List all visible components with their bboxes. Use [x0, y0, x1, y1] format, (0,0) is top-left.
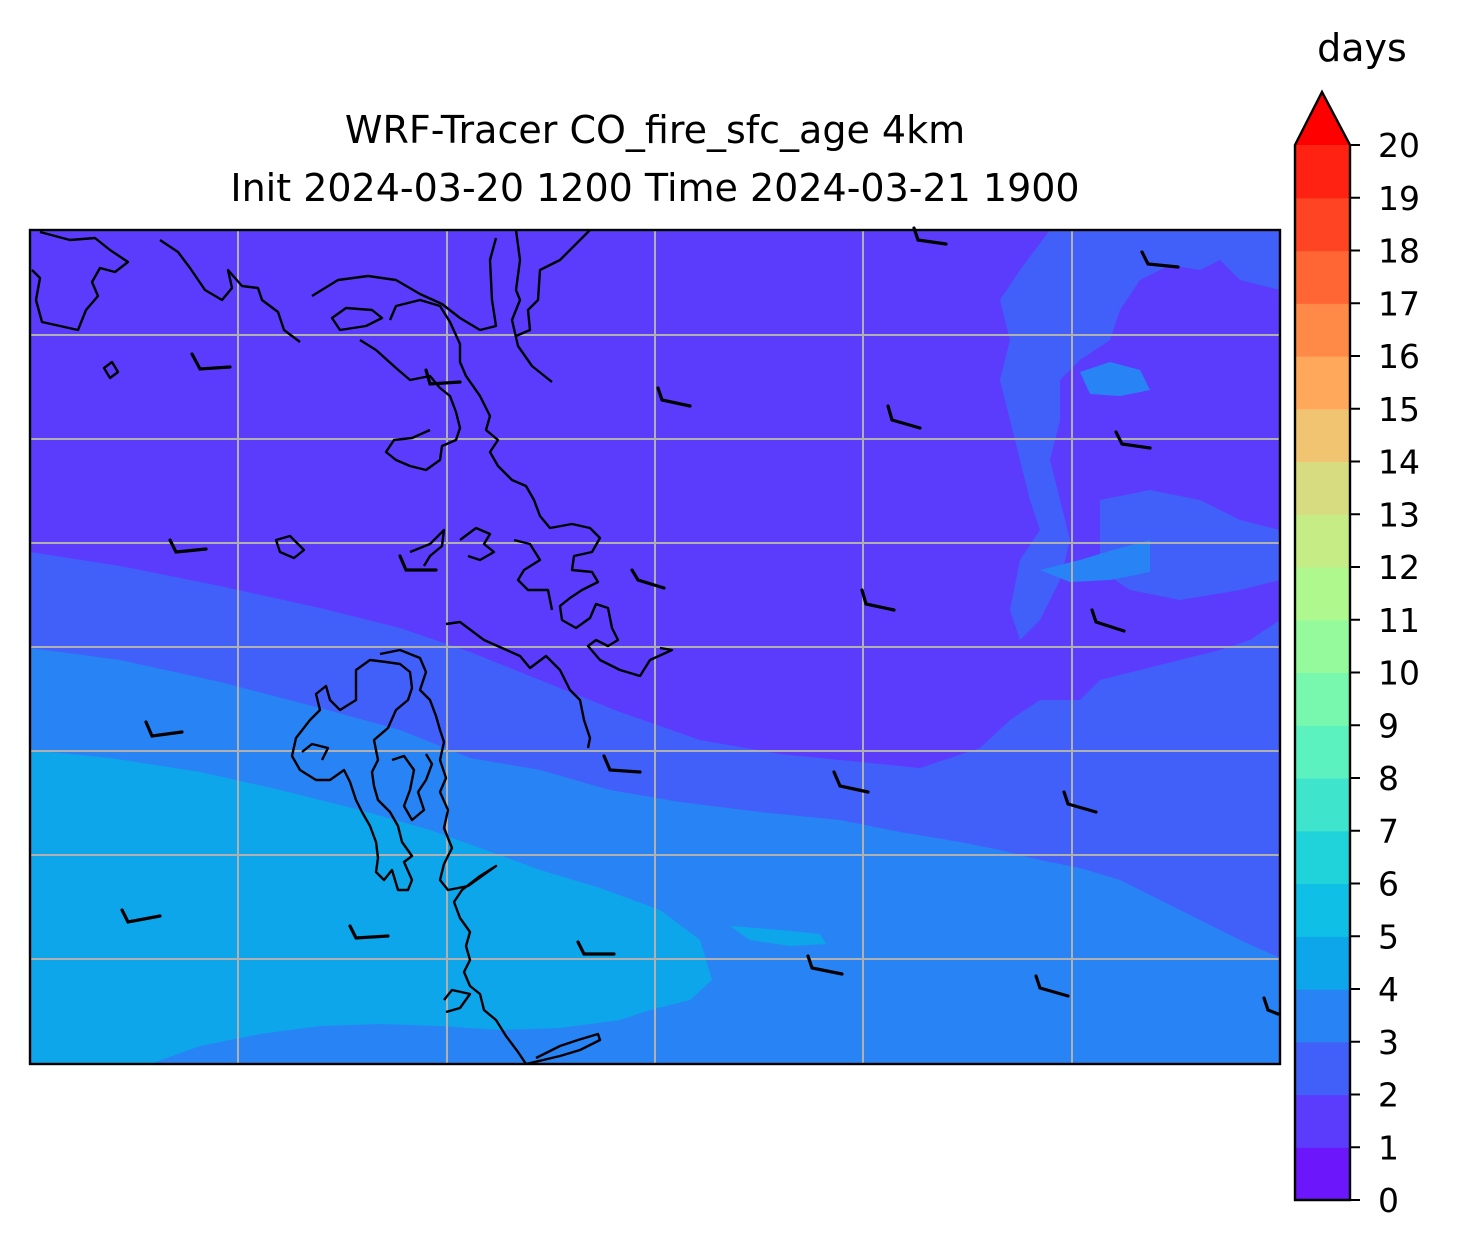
colorbar-band — [1295, 1147, 1350, 1201]
colorbar-band — [1295, 408, 1350, 463]
wind-barbs — [120, 226, 1280, 1016]
map-panel — [28, 226, 1282, 1066]
colorbar-band — [1295, 672, 1350, 726]
colorbar-band — [1295, 461, 1350, 515]
colorbar-tick-label: 5 — [1378, 917, 1399, 956]
contour-band-4-5 — [730, 926, 826, 946]
colorbar-band — [1295, 936, 1350, 990]
colorbar-band — [1295, 567, 1350, 621]
colorbar-tick-label: 4 — [1378, 970, 1399, 1009]
map-title: WRF-Tracer CO_fire_sfc_age 4km — [344, 108, 966, 152]
colorbar-tick-label: 0 — [1378, 1181, 1399, 1220]
colorbar-band — [1295, 303, 1350, 357]
coastlines — [31, 230, 674, 1064]
contour-band-3-4 — [1040, 540, 1150, 582]
colorbar-tick-label: 6 — [1378, 865, 1399, 904]
map-subtitle: Init 2024-03-20 1200 Time 2024-03-21 190… — [230, 166, 1080, 210]
contour-band-3-4 — [1080, 362, 1150, 396]
gridlines — [30, 230, 1280, 1064]
colorbar-tick-label: 10 — [1378, 654, 1420, 693]
colorbar-tick-label: 16 — [1378, 337, 1420, 376]
colorbar-extend-triangle — [1295, 92, 1350, 145]
colorbar-tick-label: 13 — [1378, 495, 1420, 534]
colorbar-tick-label: 14 — [1378, 443, 1420, 482]
colorbar-band — [1295, 830, 1350, 885]
colorbar-tick-label: 19 — [1378, 179, 1420, 218]
map-frame — [28, 228, 1282, 1066]
colorbar-band — [1295, 197, 1350, 252]
colorbar-band — [1295, 619, 1350, 674]
colorbar-bands — [1295, 145, 1350, 1201]
colorbar-band — [1295, 250, 1350, 304]
colorbar-band — [1295, 145, 1350, 199]
colorbar-band — [1295, 1041, 1350, 1096]
colorbar-band — [1295, 514, 1350, 568]
colorbar-tick-label: 8 — [1378, 759, 1399, 798]
colorbar-tick-label: 3 — [1378, 1023, 1399, 1062]
colorbar-tick-label: 2 — [1378, 1076, 1399, 1115]
colorbar-tick-label: 20 — [1378, 126, 1420, 165]
colorbar-band — [1295, 989, 1350, 1043]
colorbar-units-label: days — [1317, 26, 1407, 70]
colorbar-band — [1295, 778, 1350, 832]
colorbar-tick-label: 7 — [1378, 812, 1399, 851]
colorbar-tick-label: 9 — [1378, 706, 1399, 745]
colorbar-tick-label: 15 — [1378, 390, 1420, 429]
colorbar-tick-label: 18 — [1378, 232, 1420, 271]
contour-band-4-5 — [30, 750, 712, 1064]
colorbar-tick-label: 11 — [1378, 601, 1420, 640]
colorbar-outline — [1293, 89, 1352, 1202]
colorbar-band — [1295, 725, 1350, 779]
colorbar-band — [1295, 1094, 1350, 1148]
colorbar-tick-label: 17 — [1378, 284, 1420, 323]
contour-band-2-3 — [1000, 230, 1280, 640]
colorbar-tick-label: 1 — [1378, 1128, 1399, 1167]
colorbar-band — [1295, 883, 1350, 937]
colorbar-band — [1295, 356, 1350, 410]
colorbar-tick-label: 12 — [1378, 548, 1420, 587]
